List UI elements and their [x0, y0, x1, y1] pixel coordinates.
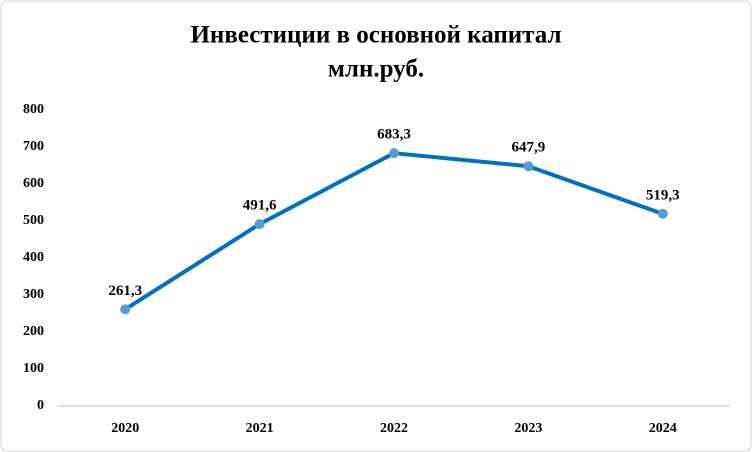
y-tick-label: 200: [23, 324, 44, 339]
y-tick-label: 100: [23, 361, 44, 376]
data-point: [389, 148, 399, 159]
y-tick-label: 700: [23, 139, 44, 154]
y-tick-label: 0: [37, 398, 44, 413]
x-tick-label: 2022: [380, 421, 408, 436]
x-tick-label: 2024: [649, 421, 677, 436]
data-label: 491,6: [243, 198, 277, 214]
y-tick-label: 400: [23, 250, 44, 265]
data-label: 647,9: [512, 140, 546, 156]
chart-subtitle: млн.руб.: [328, 56, 424, 83]
data-label: 519,3: [646, 187, 680, 203]
data-point: [523, 161, 534, 172]
y-tick-label: 600: [23, 176, 44, 191]
data-point: [254, 219, 265, 230]
data-point: [120, 304, 131, 315]
data-label: 683,3: [377, 127, 411, 143]
chart-title: Инвестиции в основной капитал: [190, 22, 561, 49]
x-tick-label: 2021: [246, 421, 274, 436]
y-tick-label: 800: [23, 102, 44, 117]
x-tick-label: 2023: [514, 421, 542, 436]
data-point: [657, 208, 668, 219]
y-tick-label: 500: [23, 213, 44, 228]
y-tick-label: 300: [23, 287, 44, 302]
x-tick-label: 2020: [111, 421, 139, 436]
data-label: 261,3: [108, 283, 142, 299]
